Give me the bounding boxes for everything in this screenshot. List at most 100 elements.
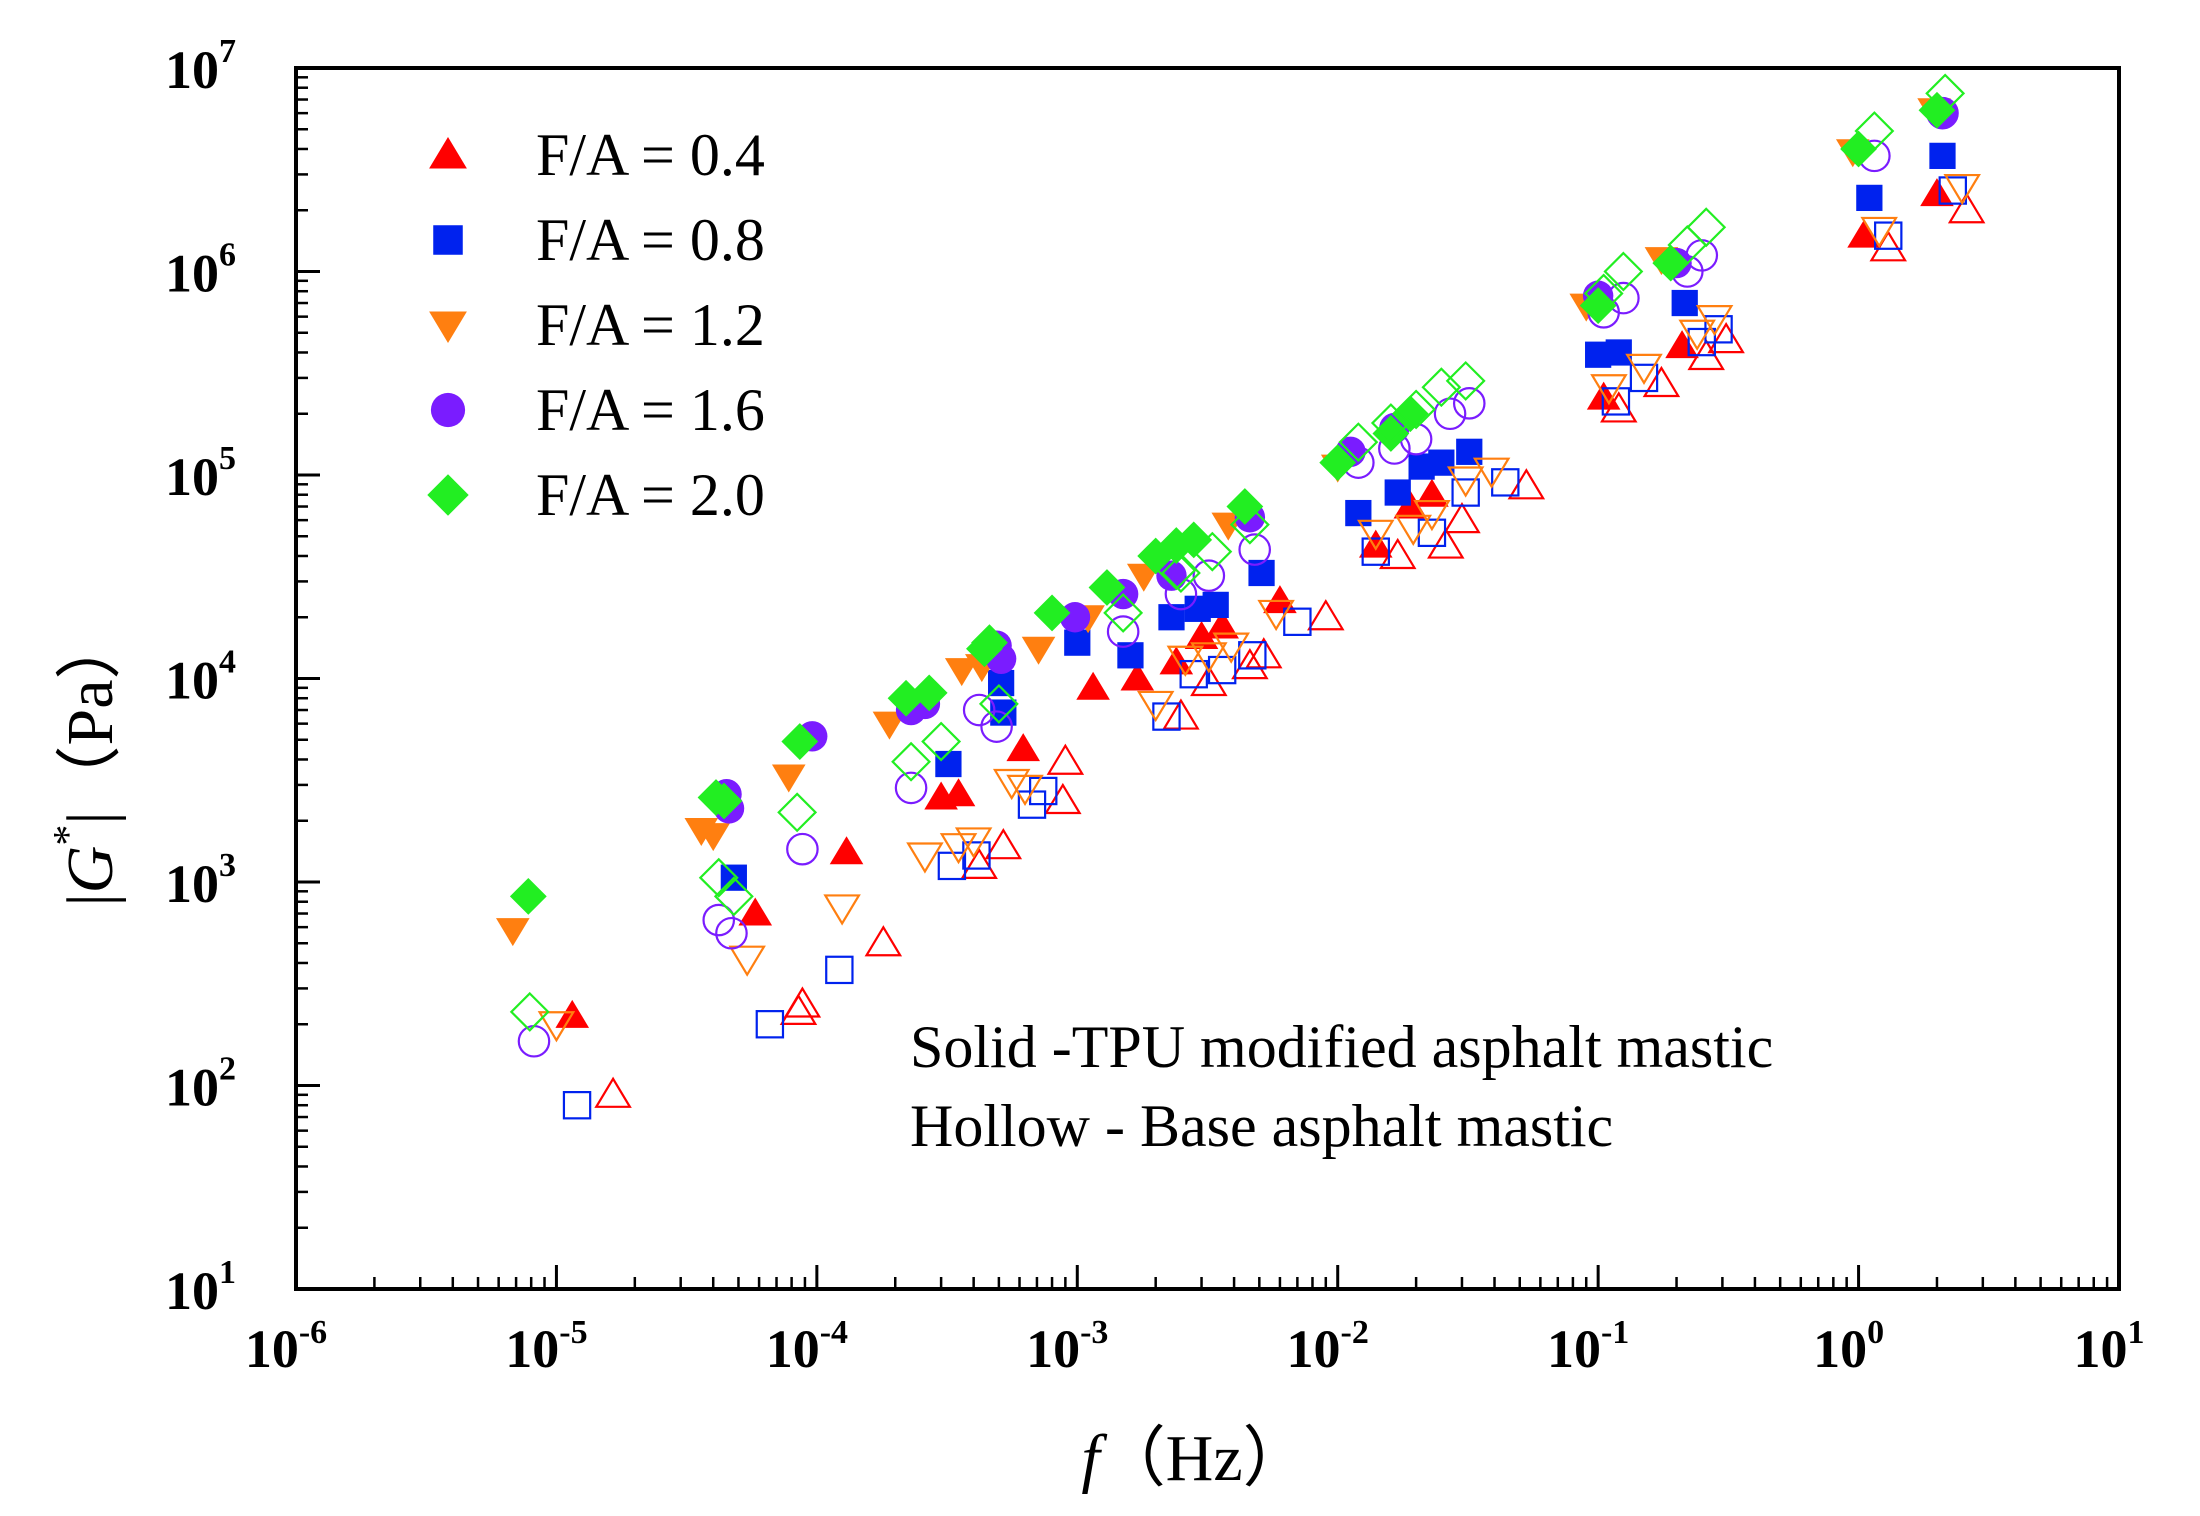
square-hollow-point (1629, 363, 1659, 393)
square-hollow-point (1029, 776, 1058, 806)
square-hollow-point (562, 1091, 592, 1120)
circle-hollow-point (715, 916, 748, 950)
triangle-down-solid-point (1021, 636, 1056, 665)
annotation-hollow: Hollow - Base asphalt mastic (910, 1093, 1613, 1159)
diamond-hollow-point (1338, 422, 1379, 463)
y-tick-label: 101 (165, 1254, 236, 1321)
x-tick-label: 10-4 (766, 1314, 848, 1379)
triangle-up-solid-point (1847, 219, 1881, 248)
diamond-solid-point (910, 674, 948, 712)
square-solid-point (1856, 184, 1883, 212)
triangle-down-hollow-point (1625, 353, 1663, 385)
square-solid-point (1202, 591, 1229, 619)
triangle-up-hollow-point (1600, 391, 1638, 423)
x-axis-title: f（Hz） (1081, 1422, 1308, 1495)
y-axis-unit: |（Pa） (54, 613, 127, 824)
diamond-hollow-point (1445, 360, 1486, 401)
diamond-hollow-point (698, 857, 739, 898)
triangle-up-hollow-point (1307, 599, 1345, 631)
triangle-down-solid-point (771, 764, 806, 793)
y-tick-label: 103 (165, 847, 236, 914)
triangle-down-hollow-point (1357, 519, 1395, 551)
diamond-hollow-point (1229, 504, 1270, 545)
triangle-up-hollow-point (864, 925, 903, 957)
triangle-down-hollow-point (1394, 514, 1432, 546)
triangle-up-hollow-point (1162, 698, 1200, 730)
legend-marker-square (433, 225, 463, 255)
diamond-hollow-point (1583, 273, 1624, 314)
triangle-up-hollow-point (1427, 527, 1465, 559)
triangle-up-hollow-point (1642, 365, 1681, 398)
diamond-solid-point (1840, 130, 1877, 168)
diamond-hollow-point (1854, 111, 1895, 152)
x-tick-label: 10-3 (1026, 1314, 1108, 1379)
square-solid-point (1929, 142, 1956, 169)
square-solid-point (1345, 499, 1372, 527)
diamond-hollow-point (1156, 550, 1197, 591)
triangle-up-solid-point (1076, 671, 1110, 700)
square-hollow-point (1417, 518, 1447, 548)
triangle-down-hollow-point (1136, 690, 1175, 723)
square-hollow-point (1238, 641, 1267, 670)
circle-hollow-point (786, 832, 819, 866)
triangle-down-hollow-point (1257, 599, 1295, 632)
square-hollow-point (1361, 537, 1390, 566)
y-tick-label: 104 (165, 644, 236, 711)
diamond-solid-point (1226, 488, 1264, 525)
triangle-up-solid-point (1263, 585, 1297, 614)
triangle-down-solid-point (496, 918, 530, 947)
triangle-down-hollow-point (1860, 216, 1898, 249)
diamond-hollow-point (921, 721, 962, 762)
diamond-solid-point (1175, 521, 1213, 559)
diamond-hollow-point (1603, 251, 1644, 292)
y-axis-superscript: * (46, 825, 92, 846)
square-solid-point (1064, 629, 1091, 656)
x-tick-label: 100 (1813, 1314, 1884, 1379)
square-hollow-point (1874, 221, 1903, 250)
diamond-solid-point (509, 877, 547, 915)
square-solid-point (1384, 479, 1411, 506)
diamond-hollow-point (713, 876, 754, 917)
triangle-up-hollow-point (1046, 743, 1085, 775)
x-tick-label: 10-5 (505, 1314, 587, 1379)
circle-hollow-point (1238, 533, 1272, 566)
legend-label: F/A = 0.8 (536, 207, 765, 273)
triangle-down-hollow-point (1413, 499, 1451, 532)
triangle-up-solid-point (1415, 478, 1449, 507)
diamond-hollow-point (1160, 553, 1201, 593)
circle-hollow-point (1106, 615, 1140, 648)
diamond-hollow-point (978, 683, 1019, 724)
legend-label: F/A = 1.2 (536, 292, 765, 358)
triangle-up-solid-point (1205, 610, 1239, 639)
legend-marker-circle (430, 392, 466, 428)
diamond-solid-point (1157, 527, 1195, 564)
square-hollow-point (1938, 176, 1967, 205)
y-axis-bar: | (54, 893, 127, 906)
x-tick-label: 101 (2074, 1314, 2145, 1379)
triangle-down-hollow-point (1678, 319, 1716, 351)
square-hollow-point (755, 1010, 785, 1039)
triangle-up-hollow-point (1190, 664, 1228, 697)
triangle-down-hollow-point (823, 894, 861, 926)
square-hollow-point (1451, 478, 1480, 507)
diamond-solid-point (781, 723, 819, 760)
triangle-up-solid-point (1184, 620, 1219, 649)
circle-hollow-point (962, 693, 996, 727)
triangle-up-solid-point (1358, 529, 1393, 558)
x-tick-label: 10-2 (1287, 1314, 1369, 1379)
data-markers (496, 73, 1986, 1120)
circle-hollow-point (702, 903, 736, 937)
diamond-solid-point (705, 782, 743, 820)
diamond-hollow-point (509, 991, 550, 1032)
diamond-hollow-point (1925, 73, 1966, 114)
diamond-hollow-point (777, 792, 818, 833)
triangle-down-hollow-point (1590, 374, 1628, 406)
diamond-solid-point (1652, 244, 1690, 282)
diamond-solid-point (1137, 537, 1175, 575)
circle-hollow-point (1164, 577, 1198, 611)
triangle-down-hollow-point (1212, 632, 1250, 664)
diamond-solid-point (1391, 395, 1429, 433)
triangle-down-hollow-point (1006, 774, 1044, 807)
plot-frame (294, 66, 2121, 1291)
